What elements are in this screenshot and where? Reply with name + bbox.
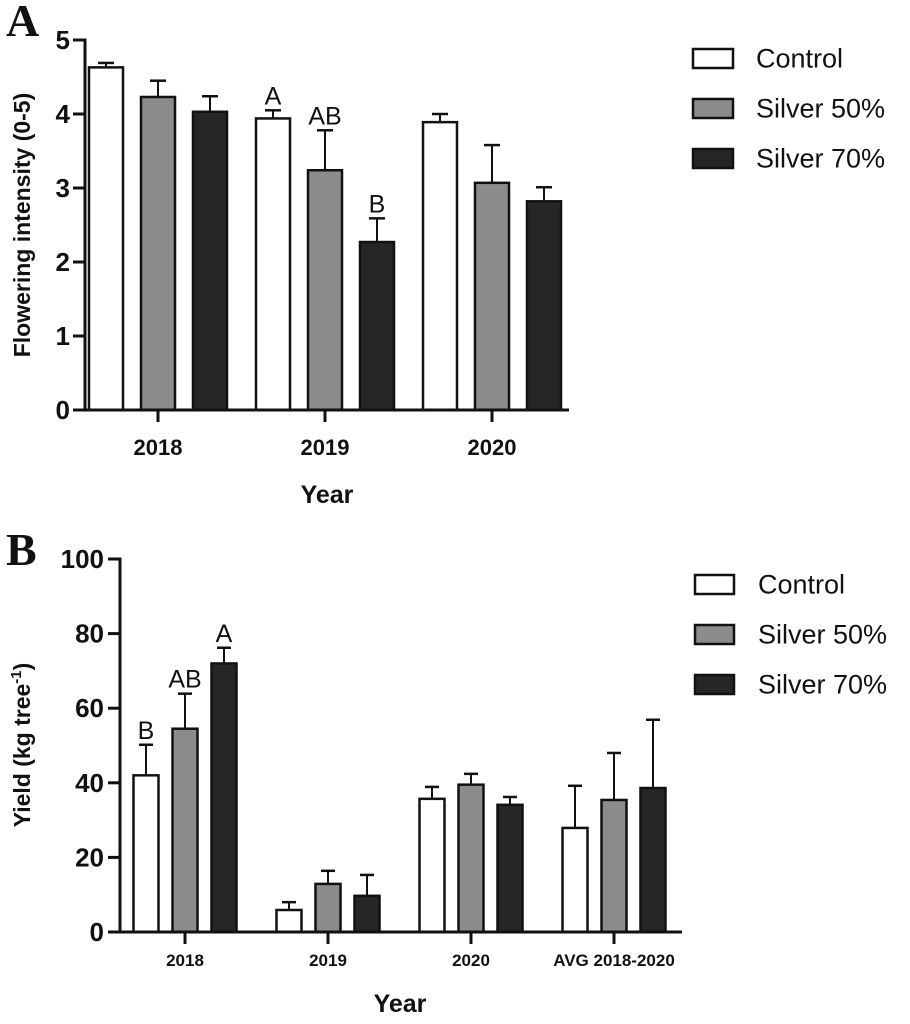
bar-silver-70--2020 (525, 200, 563, 412)
x-tick-label: 2018 (134, 435, 183, 460)
bar-silver-50--2020 (457, 783, 485, 934)
legend: Control Silver 50% Silver 70% (693, 570, 887, 700)
x-axis-title: Year (301, 481, 354, 509)
panel-letter: B (6, 524, 37, 575)
y-tick-label: 5 (56, 25, 70, 55)
panel-letter: A (6, 0, 39, 46)
legend-label: Silver 70% (756, 144, 885, 174)
legend-item: Silver 70% (691, 144, 885, 174)
bar-control-2019 (275, 908, 303, 934)
y-tick-label: 80 (75, 619, 104, 649)
y-axis-title: Yield (kg tree-1) (8, 663, 35, 828)
y-tick-label: 0 (90, 917, 104, 947)
significance-label: A (216, 620, 233, 648)
x-tick-label: 2020 (468, 435, 517, 460)
legend-item: Control (691, 44, 843, 74)
legend-swatch (693, 573, 736, 596)
legend-swatch (693, 673, 736, 696)
legend-item: Silver 70% (693, 670, 887, 700)
bar-control-2018 (132, 774, 160, 934)
significance-label: B (369, 190, 386, 218)
legend-item: Silver 50% (691, 94, 885, 124)
y-tick-label: 40 (75, 768, 104, 798)
significance-label: B (138, 717, 155, 745)
legend-swatch (691, 97, 735, 120)
bar-control-2019 (254, 117, 292, 412)
y-tick-label: 100 (61, 544, 104, 574)
bar-silver-70--2018 (191, 110, 229, 412)
legend: Control Silver 50% Silver 70% (691, 44, 885, 174)
bar-silver-70--2019 (353, 894, 381, 934)
legend-swatch (691, 47, 735, 70)
bar-silver-50--2019 (306, 168, 344, 412)
bar-silver-50--2018 (171, 727, 199, 934)
y-tick-label: 4 (56, 99, 71, 129)
y-axis-title-main: Yield (kg tree (9, 684, 35, 828)
legend-label: Control (758, 570, 845, 600)
legend-swatch (691, 147, 735, 170)
y-axis-title: Flowering intensity (0-5) (9, 93, 35, 358)
x-tick-label: 2018 (166, 951, 204, 970)
y-tick-label: 2 (56, 247, 70, 277)
bar-silver-50--2020 (473, 181, 511, 412)
y-axis-title-superscript: -1 (8, 670, 25, 683)
bar-silver-70--2019 (358, 240, 396, 412)
y-axis-title-end: ) (9, 663, 35, 671)
significance-label: AB (308, 102, 341, 130)
x-tick-label: 2019 (309, 951, 347, 970)
legend-item: Control (693, 570, 845, 600)
bar-silver-70--avg-2018-2020 (639, 786, 667, 934)
panel-a-flowering-intensity: A 2018 A AB B 2019 2020 0 1 2 3 4 5 Year Flowering int… (6, 0, 885, 509)
y-tick-label: 3 (56, 173, 70, 203)
bar-control-2020 (418, 797, 446, 934)
bar-silver-50--2019 (314, 882, 342, 934)
bar-silver-50--avg-2018-2020 (600, 798, 628, 934)
x-tick-label: AVG 2018-2020 (553, 951, 675, 970)
legend-label: Silver 50% (756, 94, 885, 124)
legend-label: Control (756, 44, 843, 74)
legend-item: Silver 50% (693, 620, 887, 650)
y-tick-label: 60 (75, 693, 104, 723)
y-tick-label: 1 (56, 321, 70, 351)
bar-control-avg-2018-2020 (561, 826, 589, 934)
x-tick-label: 2019 (301, 435, 350, 460)
bar-silver-70--2018 (210, 662, 238, 934)
x-tick-label: 2020 (452, 951, 490, 970)
x-axis-title: Year (374, 990, 427, 1018)
significance-label: AB (168, 666, 201, 694)
bar-control-2020 (421, 120, 459, 412)
legend-label: Silver 70% (758, 670, 887, 700)
y-tick-label: 20 (75, 842, 104, 872)
significance-label: A (265, 82, 282, 110)
panel-b-yield: B B AB A 2018 2019 2020 AVG 2018-2020 0 20 40 60 80 1… (6, 524, 887, 1018)
legend-swatch (693, 623, 736, 646)
y-tick-label: 0 (56, 395, 70, 425)
bar-silver-70--2020 (496, 803, 524, 934)
legend-label: Silver 50% (758, 620, 887, 650)
bar-silver-50--2018 (139, 95, 177, 412)
bar-control-2018 (87, 66, 125, 412)
